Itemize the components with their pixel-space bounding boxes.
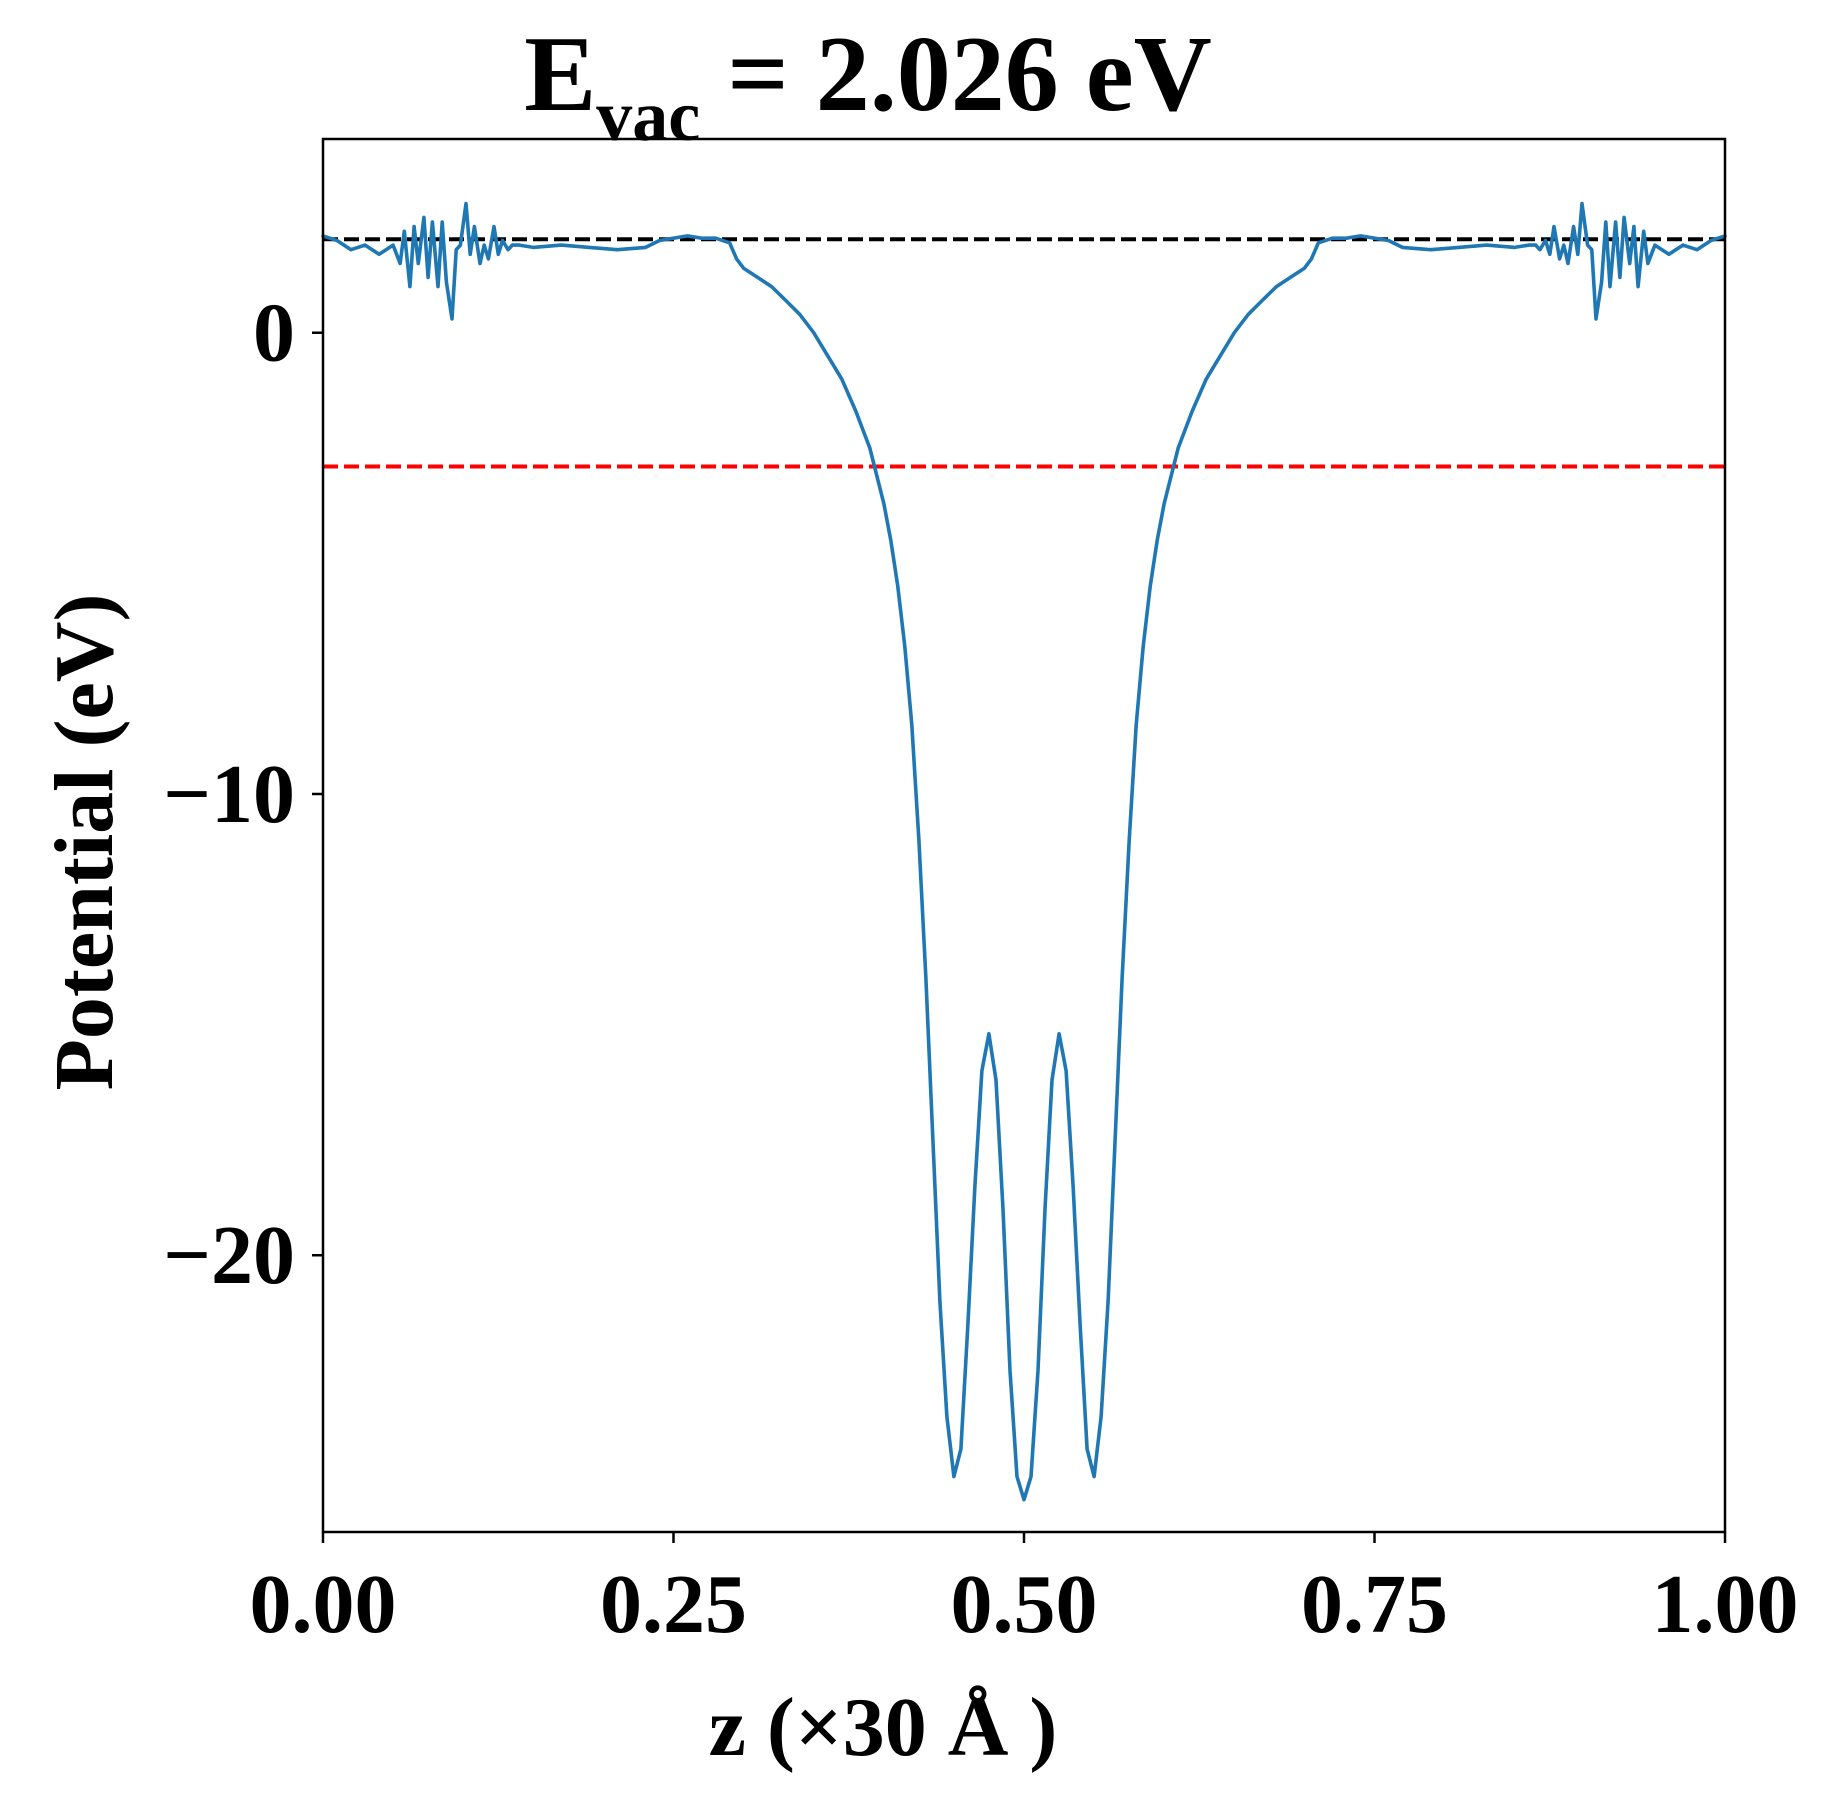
x-axis-label: z (×30 Å ) <box>709 1681 1058 1774</box>
title-subscript: vac <box>596 76 700 156</box>
y-tick-label-1: −10 <box>163 748 295 841</box>
title-prefix: E <box>524 15 596 134</box>
x-tick-label-4: 1.00 <box>1652 1558 1799 1651</box>
title-suffix: = 2.026 eV <box>700 15 1211 134</box>
x-tick-label-0: 0.00 <box>250 1558 397 1651</box>
series-line-0 <box>321 201 1727 1502</box>
y-axis-label: Potential (eV) <box>38 594 131 1091</box>
x-tick-label-1: 0.25 <box>600 1558 747 1651</box>
chart-title: Evac = 2.026 eV <box>524 15 1212 156</box>
y-tick-label-0: 0 <box>253 287 295 380</box>
plot-area: 0.00 0.25 0.50 0.75 1.00 0 −10 −20 <box>163 137 1799 1651</box>
y-tick-label-2: −20 <box>163 1209 295 1302</box>
x-tick-label-3: 0.75 <box>1301 1558 1448 1651</box>
x-tick-label-2: 0.50 <box>951 1558 1098 1651</box>
